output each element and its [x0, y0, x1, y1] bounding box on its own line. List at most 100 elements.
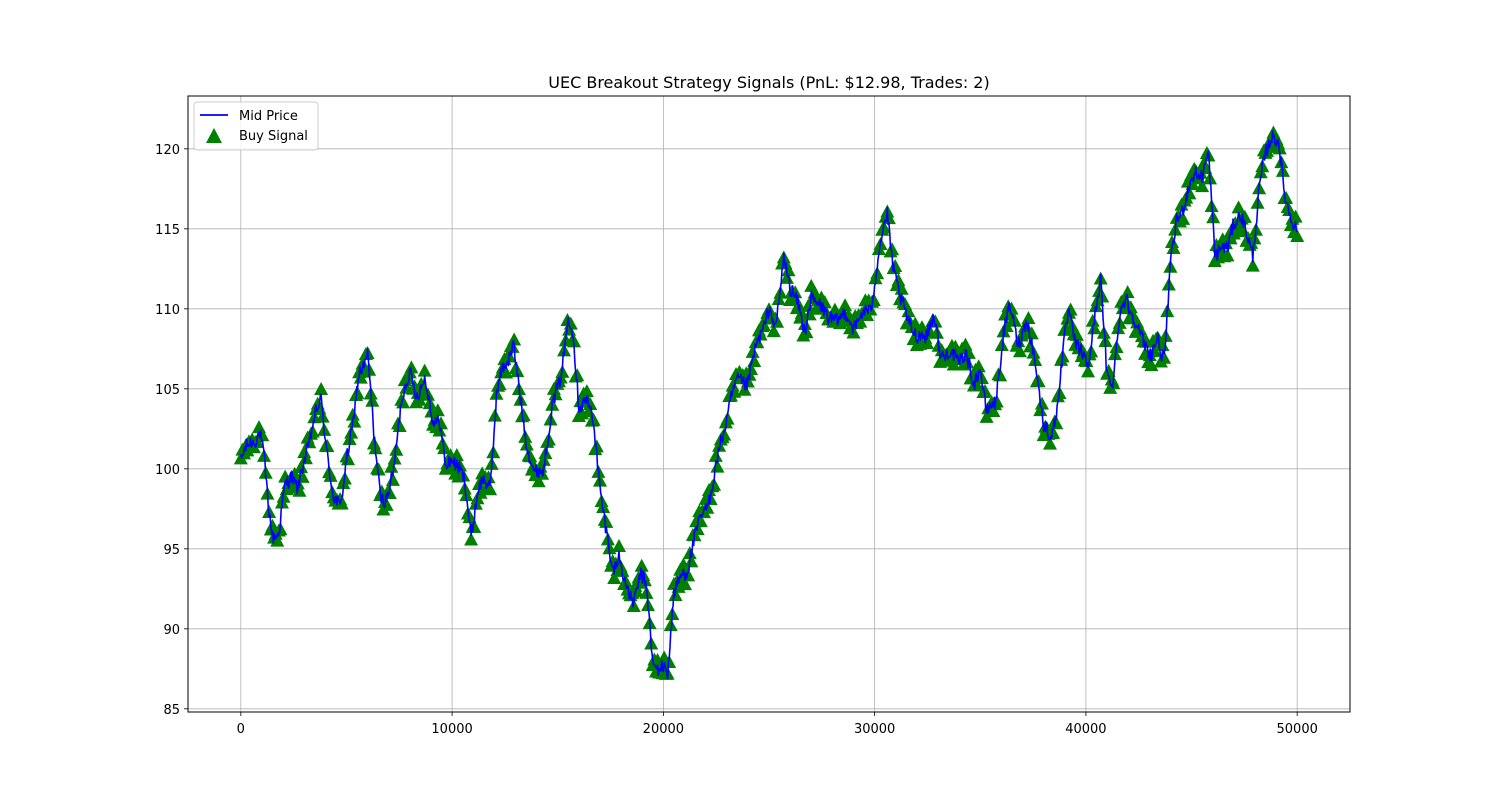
buy-signal-marker: [1231, 200, 1246, 214]
buy-signal-marker: [347, 414, 362, 428]
buy-signal-marker: [888, 259, 903, 273]
buy-signal-marker: [1220, 248, 1235, 262]
buy-signal-marker: [350, 386, 365, 400]
buy-signal-marker: [607, 571, 622, 585]
buy-signal-marker: [1081, 364, 1096, 378]
buy-signal-marker: [365, 393, 380, 407]
buy-signal-marker: [276, 489, 291, 503]
buy-signal-marker: [255, 428, 270, 442]
mid-price-line: [240, 130, 1298, 680]
buy-signal-marker: [1157, 350, 1172, 364]
y-tick-label: 90: [163, 623, 180, 638]
legend-label-buy-signal: Buy Signal: [239, 129, 308, 144]
buy-signal-marker: [344, 425, 359, 439]
y-tick-label: 105: [155, 383, 180, 398]
buy-signal-marker: [634, 558, 649, 572]
buy-signal-marker: [531, 474, 546, 488]
buy-signal-marker: [579, 384, 594, 398]
buy-signal-marker: [802, 307, 817, 321]
buy-signal-marker: [570, 368, 585, 382]
buy-signal-marker: [1272, 141, 1287, 155]
x-tick-label: 20000: [643, 722, 684, 737]
buy-signal-marker: [1176, 211, 1191, 225]
plot-frame: [187, 95, 1351, 713]
buy-signal-marker: [385, 472, 400, 486]
buy-signal-marker: [499, 365, 514, 379]
buy-signal-marker: [971, 359, 986, 373]
buy-signal-marker: [986, 403, 1001, 417]
buy-signal-marker: [920, 336, 935, 350]
legend-triangle-swatch: [206, 128, 222, 143]
buy-signal-marker: [392, 419, 407, 433]
buy-signal-marker: [611, 539, 626, 553]
buy-signal-marker: [320, 439, 335, 453]
buy-signal-marker: [678, 577, 693, 591]
buy-signal-marker: [433, 416, 448, 430]
x-tick-label: 40000: [1065, 722, 1106, 737]
buy-signal-marker: [519, 437, 534, 451]
buy-signal-marker: [866, 292, 881, 306]
y-tick-label: 85: [163, 703, 180, 718]
buy-signal-marker: [1120, 285, 1135, 299]
buy-signal-marker: [994, 337, 1009, 351]
buy-signal-marker: [1123, 300, 1138, 314]
buy-signal-marker: [314, 381, 329, 395]
mid-price-line-group: [240, 130, 1298, 680]
buy-signal-marker: [1007, 313, 1022, 327]
buy-signal-marker: [1245, 258, 1260, 272]
y-tick-label: 110: [155, 303, 180, 318]
buy-signal-marker: [797, 317, 812, 331]
y-tick-label: 115: [155, 223, 180, 238]
buy-signal-marker: [507, 332, 522, 346]
buy-signal-marker: [708, 448, 723, 462]
buy-signal-marker: [462, 510, 477, 524]
buy-signal-marker: [1288, 209, 1303, 223]
buy-signal-marker: [744, 362, 759, 376]
buy-signal-marker: [483, 482, 498, 496]
buy-signal-marker: [779, 270, 794, 284]
buy-signal-marker: [838, 298, 853, 312]
buy-signal-marker: [684, 554, 699, 568]
buy-signal-marker: [979, 409, 994, 423]
x-tick-label: 0: [237, 722, 245, 737]
buy-signal-marker: [583, 396, 598, 410]
y-tick-label: 95: [163, 543, 180, 558]
buy-signal-marker: [586, 412, 601, 426]
buy-signal-marker: [341, 452, 356, 466]
y-axis: 85 90 95 100 105 110 115 120: [155, 143, 188, 718]
buy-signal-marker: [663, 618, 678, 632]
buy-signal-marker: [1247, 231, 1262, 245]
grid: [188, 96, 1350, 712]
y-tick-label: 120: [155, 143, 180, 158]
buy-signal-marker: [629, 584, 644, 598]
buy-signal-marker: [1042, 436, 1057, 450]
buy-signal-marker: [379, 497, 394, 511]
x-axis: 0 10000 20000 30000 40000 50000: [237, 712, 1318, 737]
buy-signal-marker: [492, 377, 507, 391]
legend-box: [193, 101, 319, 151]
buy-signal-marker: [599, 514, 614, 528]
buy-signal-marker: [417, 363, 432, 377]
x-tick-label: 50000: [1277, 722, 1318, 737]
buy-signal-marker: [1166, 241, 1181, 255]
buy-signal-marker: [885, 242, 900, 256]
buy-signal-marker: [516, 408, 531, 422]
buy-signal-marker: [334, 496, 349, 510]
buy-signal-marker: [294, 459, 309, 473]
buy-signal-marker: [1144, 358, 1159, 372]
buy-signal-marker: [1085, 313, 1100, 327]
buy-signal-marker: [1063, 302, 1078, 316]
buy-signal-marker: [1046, 425, 1061, 439]
buy-signal-marker: [1279, 190, 1294, 204]
buy-signal-marker: [781, 263, 796, 277]
buy-signal-marker: [801, 298, 816, 312]
buy-signal-marker: [404, 360, 419, 374]
buy-signal-marker: [745, 344, 760, 358]
buy-signal-marker: [978, 383, 993, 397]
chart-title: UEC Breakout Strategy Signals (PnL: $12.…: [548, 73, 989, 92]
buy-signal-marker: [1195, 179, 1210, 193]
x-tick-label: 30000: [854, 722, 895, 737]
buy-signal-marker: [766, 324, 781, 338]
buy-signal-marker: [1024, 326, 1039, 340]
